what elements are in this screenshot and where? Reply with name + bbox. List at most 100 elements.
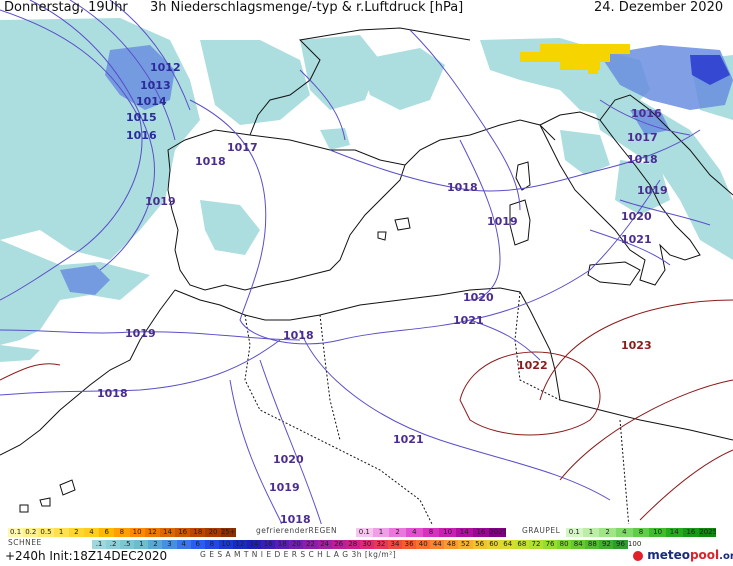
legend-cell: 60	[486, 540, 501, 549]
legend-cell: 0.5	[38, 528, 54, 537]
forecast-init: +240h Init:18Z14DEC2020	[5, 549, 168, 563]
legend-cell: 34	[387, 540, 403, 549]
isobar-label: 1018	[447, 181, 478, 194]
legend-cell: 100	[627, 540, 642, 549]
legend-cell: 14	[247, 540, 262, 549]
legend-cell: .5	[120, 540, 135, 549]
isobar-label: 1019	[145, 195, 176, 208]
legend-cell: 20	[289, 540, 304, 549]
legend-cell: 0.1	[566, 528, 583, 537]
legend-cell: 16	[472, 528, 490, 537]
isobar-label: 1020	[273, 453, 304, 466]
legend-cell: 1	[372, 528, 390, 537]
legend-cell: 96	[613, 540, 628, 549]
legend-cell: 22	[303, 540, 318, 549]
isobar-label: 1015	[126, 111, 157, 124]
legend-cell: 8	[114, 528, 130, 537]
legend-cell: 16	[261, 540, 276, 549]
legend-cell: 72	[528, 540, 543, 549]
isobar-label: 1019	[269, 481, 300, 494]
legend-cell: 16	[682, 528, 700, 537]
header-title: 3h Niederschlagsmenge/-typ & r.Luftdruck…	[150, 0, 464, 15]
legend-cell: 56	[472, 540, 487, 549]
isobar-label: 1016	[631, 107, 662, 120]
legend-cell: 4	[405, 528, 423, 537]
legend-cell: 76	[543, 540, 558, 549]
isobar-label: 1017	[227, 141, 258, 154]
isobar-label: 1014	[136, 95, 167, 108]
legend-cell: 10	[439, 528, 456, 537]
isobar-label: 1021	[393, 433, 424, 446]
legend-cell: .1	[92, 540, 107, 549]
legend-cell: 12	[144, 528, 160, 537]
isobar-label: 1018	[627, 153, 658, 166]
header-day-time: Donnerstag, 19Uhr	[4, 0, 128, 15]
legend-cell: 25+	[220, 528, 236, 537]
legend-cell: 8	[422, 528, 440, 537]
isobars-red	[0, 299, 733, 521]
brand-prefix: meteo	[647, 548, 690, 562]
legend-cell: 8	[632, 528, 650, 537]
legend-cell: 92	[599, 540, 614, 549]
isobar-label: 1020	[463, 291, 494, 304]
isobar-label: 1018	[195, 155, 226, 168]
isobar-label: 1013	[140, 79, 171, 92]
legend-cell: 18	[190, 528, 206, 537]
brand-icon	[633, 550, 643, 561]
legend-cell: 64	[500, 540, 515, 549]
isobar-label: 1018	[283, 329, 314, 342]
isobar-label: 1021	[621, 233, 652, 246]
isobar-label: 1020	[621, 210, 652, 223]
legend-cell: 18	[275, 540, 290, 549]
legend-cell: 14	[455, 528, 473, 537]
legend-cell: 6	[190, 540, 205, 549]
legend-cell: 36	[402, 540, 417, 549]
isobar-label: 1022	[517, 359, 548, 372]
legend-cell: 8	[204, 540, 219, 549]
legend-cell: 24	[317, 540, 332, 549]
legend-graupel-label: GRAUPEL	[522, 526, 561, 535]
legend-cell: 2	[599, 528, 616, 537]
legend-cell: 68	[514, 540, 529, 549]
legend-cell: 28	[345, 540, 360, 549]
legend: 0.1 0.2 0.5 1 2 4 6 8 10 12 14 16 18 20 25+ SCHNEE gef…	[0, 524, 733, 566]
legend-cell: 0.2	[23, 528, 39, 537]
legend-cell: 0.1	[356, 528, 373, 537]
legend-cell: 2	[68, 528, 84, 537]
legend-total-precip-scale: .1.2.5 1 2 3 4 6 8 10 12 14 16 18 20 22 24 26 28 30 32 34 36…	[92, 540, 642, 549]
legend-cell: 1	[134, 540, 149, 549]
isobar-label: 1018	[97, 387, 128, 400]
legend-cell: 20	[205, 528, 221, 537]
legend-cell: 44	[430, 540, 445, 549]
header-date: 24. Dezember 2020	[594, 0, 724, 15]
legend-snow-label: SCHNEE	[8, 538, 42, 547]
legend-cell: 30	[359, 540, 374, 549]
legend-cell: 40	[416, 540, 431, 549]
legend-cell: 10	[129, 528, 145, 537]
legend-cell: .2	[106, 540, 121, 549]
brand-logo[interactable]: meteopool.org	[633, 548, 733, 562]
legend-cell: 2	[148, 540, 163, 549]
legend-cell: 52	[458, 540, 473, 549]
legend-snow-scale: 0.1 0.2 0.5 1 2 4 6 8 10 12 14 16 18 20 25+	[8, 528, 236, 537]
isobars-blue	[0, 0, 711, 566]
legend-cell: 2025+	[699, 528, 716, 537]
legend-cell: 3	[162, 540, 177, 549]
legend-cell: 32	[373, 540, 388, 549]
legend-cell: 14	[159, 528, 176, 537]
snow-areas	[520, 44, 630, 74]
legend-cell: 4	[83, 528, 100, 537]
legend-cell: 16	[175, 528, 191, 537]
legend-cell: 4	[615, 528, 633, 537]
isobar-label: 1012	[150, 61, 181, 74]
legend-cell: 88	[585, 540, 600, 549]
legend-cell: 4	[176, 540, 191, 549]
legend-cell: 2025+	[489, 528, 506, 537]
isobar-label: 1019	[125, 327, 156, 340]
isobar-label: 1018	[280, 513, 311, 526]
legend-total-precip-label: G E S A M T N I E D E R S C H L A G 3h […	[200, 550, 397, 559]
isobar-label: 1017	[627, 131, 658, 144]
legend-cell: 6	[99, 528, 115, 537]
